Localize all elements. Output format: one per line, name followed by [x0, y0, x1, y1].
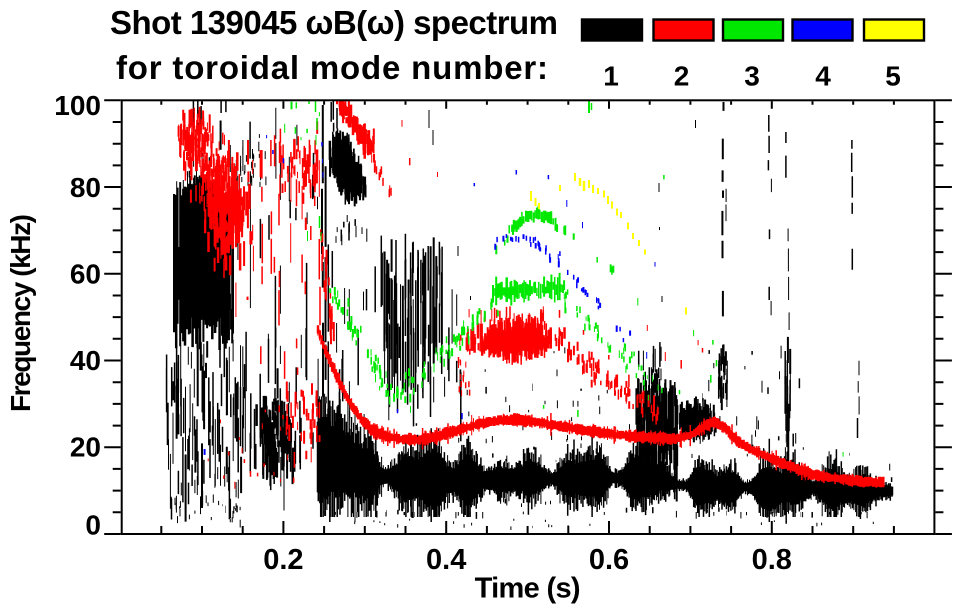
svg-text:0.2: 0.2 — [263, 544, 303, 576]
svg-text:3: 3 — [744, 61, 760, 92]
svg-text:0.6: 0.6 — [589, 544, 629, 576]
svg-text:40: 40 — [70, 345, 101, 376]
svg-text:80: 80 — [70, 172, 101, 203]
svg-text:20: 20 — [70, 432, 101, 463]
svg-text:0.4: 0.4 — [426, 544, 466, 576]
svg-text:0: 0 — [85, 510, 101, 541]
svg-text:1: 1 — [603, 61, 619, 92]
svg-text:5: 5 — [885, 61, 901, 92]
svg-text:for toroidal mode number:: for toroidal mode number: — [116, 49, 548, 86]
svg-text:Frequency (kHz): Frequency (kHz) — [5, 214, 36, 412]
svg-text:0.8: 0.8 — [752, 544, 792, 576]
svg-text:Shot 139045 ωB(ω) spectrum: Shot 139045 ωB(ω) spectrum — [110, 4, 558, 41]
svg-text:4: 4 — [815, 61, 831, 92]
svg-text:2: 2 — [674, 61, 690, 92]
svg-text:60: 60 — [70, 258, 101, 289]
svg-text:100: 100 — [54, 90, 101, 121]
svg-text:Time (s): Time (s) — [475, 573, 581, 605]
